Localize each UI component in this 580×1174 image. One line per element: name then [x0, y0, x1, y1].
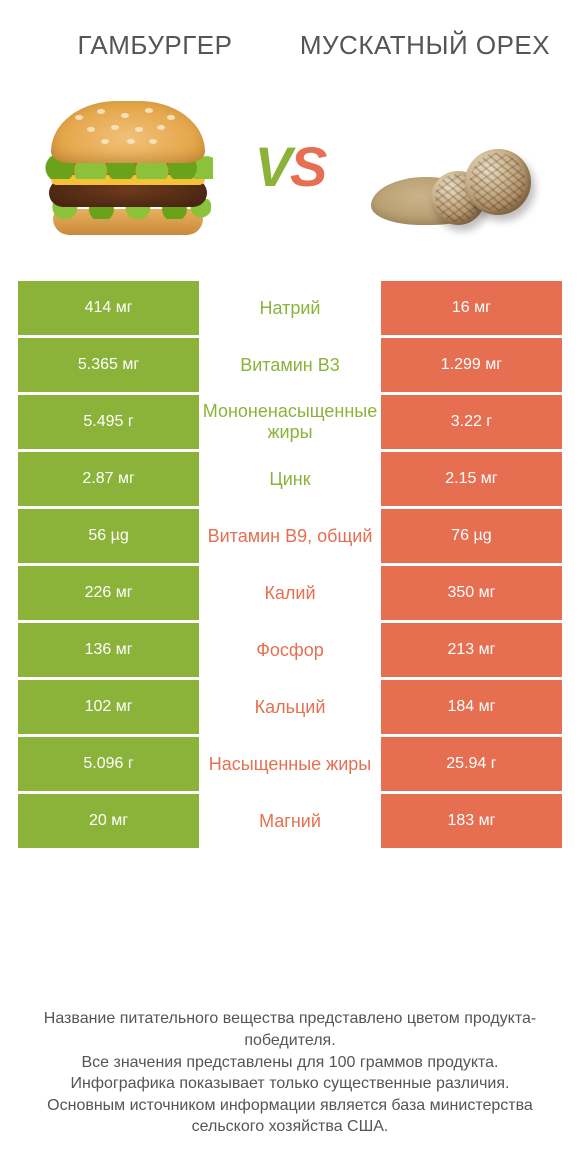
- left-value-cell: 5.365 мг: [18, 338, 199, 392]
- right-value-cell: 1.299 мг: [381, 338, 562, 392]
- footer-line: Основным источником информации является …: [24, 1095, 556, 1138]
- right-value-cell: 25.94 г: [381, 737, 562, 791]
- table-row: 5.365 мгВитамин B31.299 мг: [18, 338, 562, 392]
- table-row: 2.87 мгЦинк2.15 мг: [18, 452, 562, 506]
- table-row: 136 мгФосфор213 мг: [18, 623, 562, 677]
- nutrient-name-cell: Витамин B3: [199, 338, 381, 392]
- comparison-table: 414 мгНатрий16 мг5.365 мгВитамин B31.299…: [0, 281, 580, 851]
- nutrient-name-cell: Цинк: [199, 452, 381, 506]
- vs-row: VS: [0, 71, 580, 281]
- left-value-cell: 226 мг: [18, 566, 199, 620]
- hamburger-icon: [43, 101, 213, 231]
- footer-notes: Название питательного вещества представл…: [0, 984, 580, 1174]
- right-product-title: МУСКАТНЫЙ ОРЕХ: [290, 30, 560, 61]
- right-value-cell: 350 мг: [381, 566, 562, 620]
- left-value-cell: 136 мг: [18, 623, 199, 677]
- left-value-cell: 5.495 г: [18, 395, 199, 449]
- left-value-cell: 414 мг: [18, 281, 199, 335]
- right-product-image: [343, 81, 560, 251]
- nutmeg-icon: [367, 101, 537, 231]
- nutrient-name-cell: Калий: [199, 566, 381, 620]
- vs-v: V: [255, 134, 290, 199]
- header: ГАМБУРГЕР МУСКАТНЫЙ ОРЕХ: [0, 0, 580, 71]
- footer-line: Все значения представлены для 100 граммо…: [24, 1052, 556, 1074]
- right-value-cell: 76 µg: [381, 509, 562, 563]
- table-row: 102 мгКальций184 мг: [18, 680, 562, 734]
- nutrient-name-cell: Фосфор: [199, 623, 381, 677]
- left-value-cell: 102 мг: [18, 680, 199, 734]
- nutrient-name-cell: Витамин B9, общий: [199, 509, 381, 563]
- table-row: 5.096 гНасыщенные жиры25.94 г: [18, 737, 562, 791]
- left-value-cell: 2.87 мг: [18, 452, 199, 506]
- vs-s: S: [290, 134, 325, 199]
- nutrient-name-cell: Магний: [199, 794, 381, 848]
- left-value-cell: 56 µg: [18, 509, 199, 563]
- nutrient-name-cell: Натрий: [199, 281, 381, 335]
- nutrient-name-cell: Кальций: [199, 680, 381, 734]
- right-value-cell: 3.22 г: [381, 395, 562, 449]
- nutrient-name-cell: Мононенасыщенные жиры: [199, 395, 381, 449]
- right-value-cell: 16 мг: [381, 281, 562, 335]
- footer-line: Инфографика показывает только существенн…: [24, 1073, 556, 1095]
- left-value-cell: 5.096 г: [18, 737, 199, 791]
- infographic-container: ГАМБУРГЕР МУСКАТНЫЙ ОРЕХ: [0, 0, 580, 1174]
- right-value-cell: 184 мг: [381, 680, 562, 734]
- left-value-cell: 20 мг: [18, 794, 199, 848]
- right-value-cell: 183 мг: [381, 794, 562, 848]
- table-row: 5.495 гМононенасыщенные жиры3.22 г: [18, 395, 562, 449]
- table-row: 414 мгНатрий16 мг: [18, 281, 562, 335]
- right-value-cell: 2.15 мг: [381, 452, 562, 506]
- right-value-cell: 213 мг: [381, 623, 562, 677]
- left-product-title: ГАМБУРГЕР: [20, 30, 290, 61]
- table-row: 20 мгМагний183 мг: [18, 794, 562, 848]
- left-product-image: [20, 81, 237, 251]
- nutrient-name-cell: Насыщенные жиры: [199, 737, 381, 791]
- footer-line: Название питательного вещества представл…: [24, 1008, 556, 1051]
- table-row: 226 мгКалий350 мг: [18, 566, 562, 620]
- table-row: 56 µgВитамин B9, общий76 µg: [18, 509, 562, 563]
- vs-label: VS: [249, 134, 332, 199]
